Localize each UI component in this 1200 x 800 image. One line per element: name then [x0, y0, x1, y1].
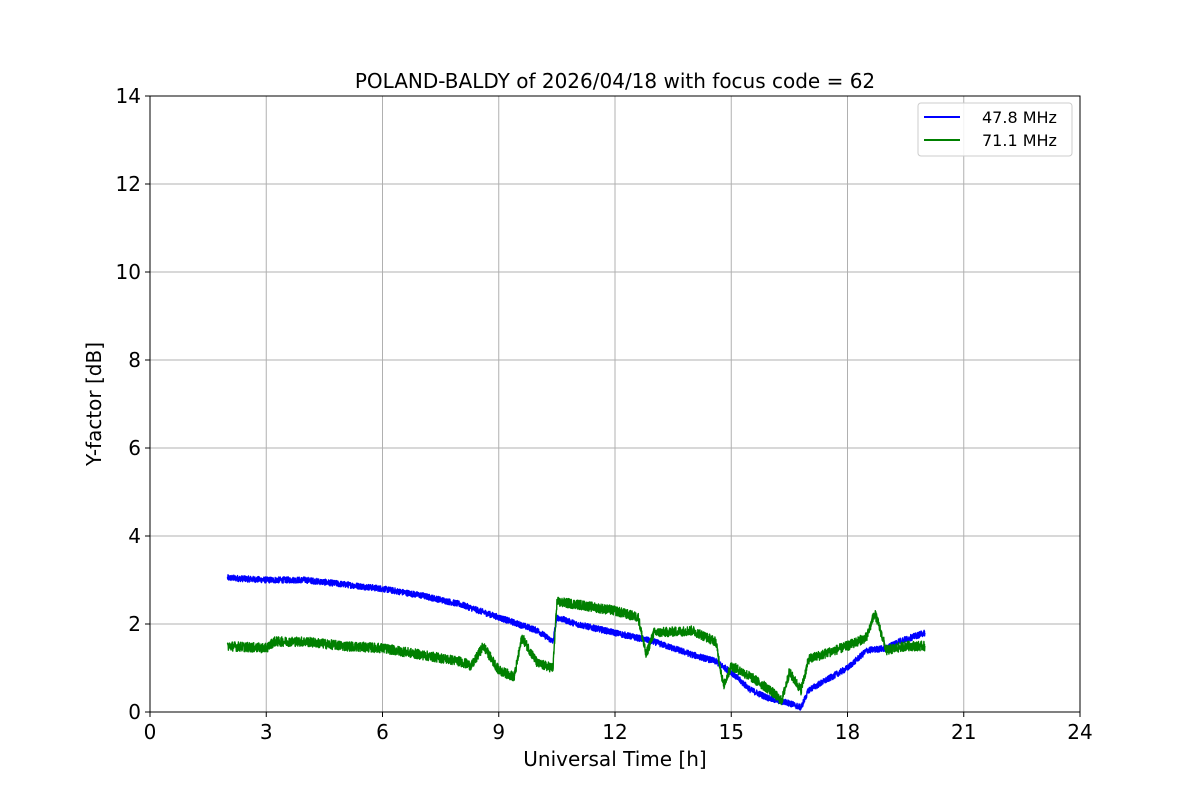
legend-label-71-1: 71.1 MHz	[982, 131, 1057, 150]
y-tick-label: 2	[128, 612, 141, 636]
series-line-47-8-mhz	[226, 574, 926, 711]
y-tick-label: 0	[128, 700, 141, 724]
y-tick-label: 10	[116, 260, 141, 284]
x-tick-label: 9	[492, 720, 505, 744]
y-tick-label: 4	[128, 524, 141, 548]
series-lines	[226, 574, 926, 711]
x-tick-label: 0	[144, 720, 157, 744]
x-tick-label: 18	[835, 720, 860, 744]
x-axis-label: Universal Time [h]	[523, 747, 706, 771]
x-tick-label: 3	[260, 720, 273, 744]
legend: 47.8 MHz 71.1 MHz	[917, 102, 1073, 157]
x-tick-label: 24	[1067, 720, 1092, 744]
chart-title: POLAND-BALDY of 2026/04/18 with focus co…	[355, 69, 875, 93]
x-tick-label: 21	[951, 720, 976, 744]
x-tick-label: 15	[719, 720, 744, 744]
series-line-71-1-mhz	[226, 596, 926, 706]
y-tick-label: 6	[128, 436, 141, 460]
legend-label-47-8: 47.8 MHz	[982, 108, 1057, 127]
x-tick-label: 12	[602, 720, 627, 744]
y-axis-label: Y-factor [dB]	[82, 342, 106, 467]
y-tick-label: 14	[116, 84, 141, 108]
y-tick-label: 12	[116, 172, 141, 196]
y-tick-label: 8	[128, 348, 141, 372]
x-tick-label: 6	[376, 720, 389, 744]
